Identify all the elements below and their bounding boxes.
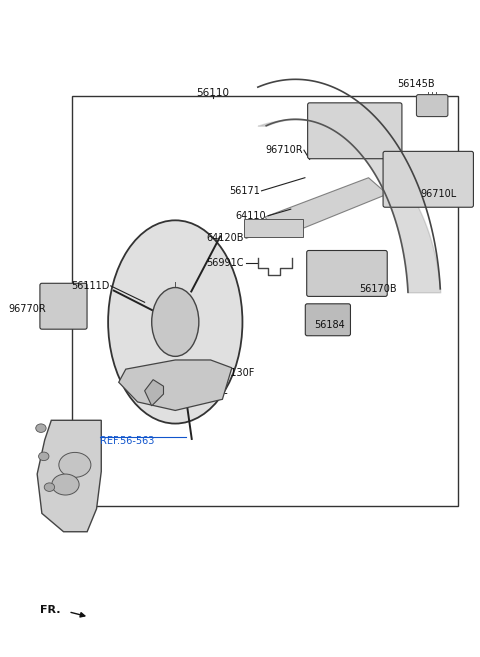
Text: REF.56-563: REF.56-563 [100,436,154,446]
Text: 56991C: 56991C [206,258,244,268]
Bar [244,219,302,237]
Text: 64120B: 64120B [206,233,244,243]
Text: 56111D: 56111D [71,281,109,291]
Text: 56145B: 56145B [397,79,434,89]
FancyBboxPatch shape [40,283,87,329]
Text: 56130F: 56130F [218,368,254,378]
FancyBboxPatch shape [308,103,402,159]
Polygon shape [265,177,387,237]
Polygon shape [144,380,164,406]
Ellipse shape [108,220,242,424]
Polygon shape [119,360,232,411]
Text: 56110: 56110 [196,88,229,98]
Text: 64110: 64110 [236,211,266,221]
Text: 96710L: 96710L [420,189,456,199]
Ellipse shape [36,424,46,432]
FancyBboxPatch shape [417,95,448,116]
Ellipse shape [152,288,199,356]
FancyBboxPatch shape [305,304,350,336]
Text: FR.: FR. [40,605,60,616]
Ellipse shape [44,483,55,491]
Text: 96770L: 96770L [192,386,228,396]
Ellipse shape [52,474,79,495]
Text: 56171: 56171 [229,186,260,196]
Text: 56184: 56184 [314,320,345,330]
FancyBboxPatch shape [383,151,473,207]
Polygon shape [37,420,101,532]
Text: 96710R: 96710R [265,145,302,155]
Ellipse shape [59,453,91,478]
Text: 56170B: 56170B [359,284,397,294]
Ellipse shape [38,452,49,461]
Text: 96770R: 96770R [9,304,47,314]
FancyBboxPatch shape [307,250,387,296]
Bar [72,96,458,505]
